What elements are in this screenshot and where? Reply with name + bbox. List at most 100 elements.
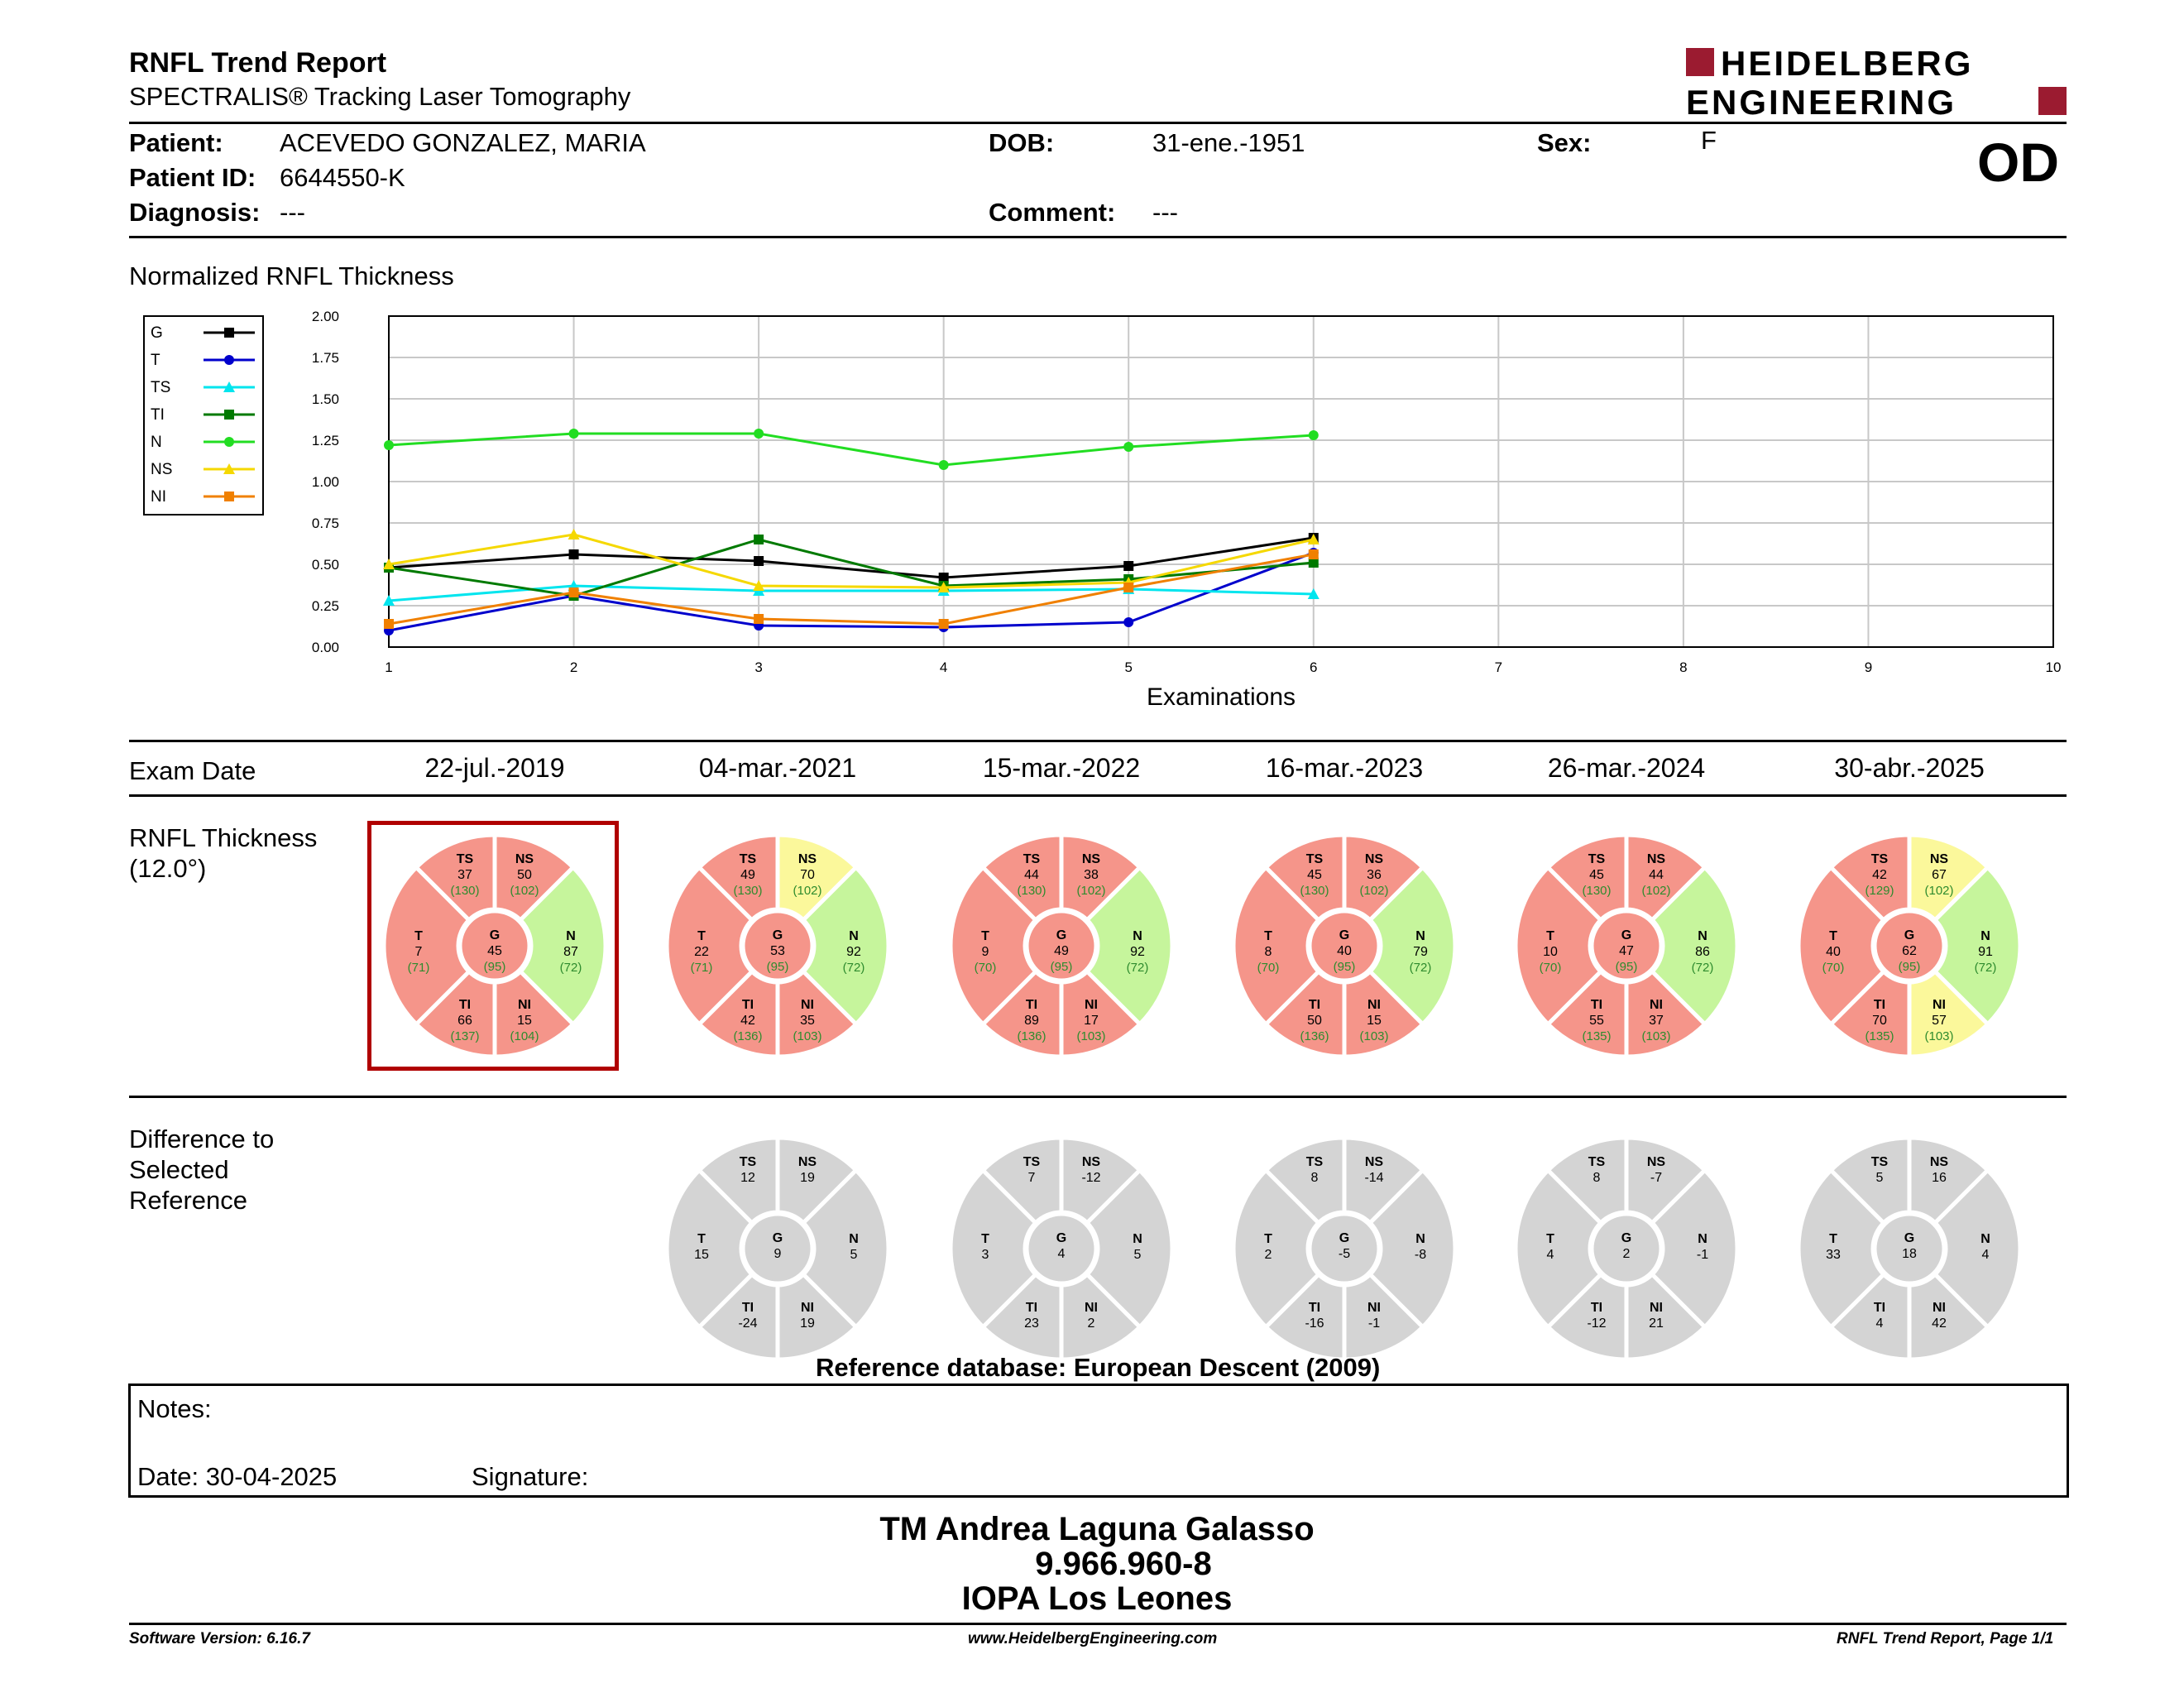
data-point-n bbox=[1123, 442, 1134, 452]
sector-value: 40 bbox=[1826, 945, 1841, 959]
x-tick-label: 1 bbox=[385, 659, 392, 675]
sector-value: 92 bbox=[1130, 945, 1145, 959]
sector-label: N bbox=[566, 929, 576, 943]
sector-value: 42 bbox=[740, 1014, 755, 1028]
diagnosis-label: Diagnosis: bbox=[129, 198, 261, 227]
divider bbox=[129, 1623, 2067, 1625]
sector-label: TS bbox=[1871, 1155, 1889, 1169]
sector-reference: (70) bbox=[1257, 961, 1280, 975]
sector-label: NI bbox=[1650, 998, 1663, 1012]
sector-reference: (72) bbox=[1127, 961, 1149, 975]
comment-value: --- bbox=[1152, 198, 1178, 227]
sector-reference: (102) bbox=[1641, 884, 1670, 898]
sector-reference: (72) bbox=[843, 961, 865, 975]
sector-label: G bbox=[1339, 1231, 1349, 1245]
sector-difference: -12 bbox=[1587, 1316, 1606, 1331]
divider bbox=[129, 740, 2067, 742]
y-tick-label: 0.75 bbox=[312, 516, 339, 531]
sector-reference: (70) bbox=[1540, 961, 1562, 975]
sector-reference: (102) bbox=[793, 884, 821, 898]
sector-value: 50 bbox=[517, 868, 532, 882]
sector-label: G bbox=[490, 928, 500, 942]
sector-g bbox=[1024, 1211, 1099, 1286]
sector-reference: (135) bbox=[1865, 1029, 1894, 1043]
sector-reference: (95) bbox=[1334, 960, 1356, 974]
difference-sector-map: NS -14 N -8 NI-1 TI-16 T 2 TS 8 G -5 bbox=[1231, 1135, 1458, 1362]
data-point-ts bbox=[1307, 588, 1320, 599]
sector-difference: 21 bbox=[1649, 1316, 1664, 1331]
y-tick-label: 1.25 bbox=[312, 433, 339, 448]
sector-reference: (136) bbox=[733, 1029, 762, 1043]
sector-difference: 2 bbox=[1088, 1316, 1095, 1331]
sector-difference: -8 bbox=[1415, 1248, 1426, 1262]
sector-reference: (102) bbox=[1076, 884, 1105, 898]
sector-label: N bbox=[1133, 929, 1142, 943]
data-point-ns bbox=[568, 529, 580, 539]
sector-reference: (137) bbox=[450, 1029, 479, 1043]
rnfl-sector-map: NS 70 (102) N 92 (72) NI 35(103) TI 42(136) T 22 (71… bbox=[664, 832, 891, 1059]
sector-reference: (95) bbox=[1051, 960, 1073, 974]
sector-value: 38 bbox=[1084, 868, 1099, 882]
sector-difference: -24 bbox=[738, 1316, 757, 1331]
sector-value: 49 bbox=[1054, 944, 1069, 958]
sector-label: TS bbox=[457, 852, 474, 866]
sector-label: NI bbox=[801, 1301, 814, 1315]
data-point-ti bbox=[1308, 558, 1319, 568]
sector-label: NI bbox=[1085, 998, 1098, 1012]
series-line-g bbox=[388, 536, 1315, 579]
sector-label: N bbox=[1698, 1232, 1707, 1246]
sector-value: 37 bbox=[1649, 1014, 1664, 1028]
diff-label-1: Difference to bbox=[129, 1125, 275, 1153]
sector-reference: (72) bbox=[1410, 961, 1432, 975]
sector-label: TS bbox=[1588, 852, 1606, 866]
chart-title: Normalized RNFL Thickness bbox=[129, 261, 454, 290]
comment-label: Comment: bbox=[989, 198, 1116, 227]
sector-label: TS bbox=[740, 1155, 757, 1169]
sector-label: NS bbox=[1647, 852, 1666, 866]
sector-label: T bbox=[1264, 929, 1272, 943]
data-point-ns bbox=[753, 580, 765, 591]
sector-value: 47 bbox=[1619, 944, 1634, 958]
sector-difference: 19 bbox=[800, 1171, 815, 1185]
signature-name: TM Andrea Laguna Galasso bbox=[879, 1511, 1315, 1547]
sector-difference: 4 bbox=[1058, 1247, 1066, 1261]
sector-reference: (130) bbox=[1300, 884, 1329, 898]
sector-label: NS bbox=[1930, 852, 1949, 866]
sector-g bbox=[740, 1211, 815, 1286]
sector-value: 22 bbox=[694, 945, 709, 959]
sector-value: 50 bbox=[1307, 1014, 1322, 1028]
sector-label: NS bbox=[1647, 1155, 1666, 1169]
exam-date: 16-mar.-2023 bbox=[1265, 753, 1424, 783]
sector-value: 62 bbox=[1902, 944, 1917, 958]
sector-difference: 19 bbox=[800, 1316, 815, 1331]
sector-label: TI bbox=[459, 998, 471, 1012]
rnfl-thickness-angle: (12.0°) bbox=[129, 854, 207, 883]
sector-label: G bbox=[1904, 1231, 1914, 1245]
sector-difference: 5 bbox=[1876, 1171, 1884, 1185]
sector-label: G bbox=[1056, 928, 1066, 942]
diagnosis-value: --- bbox=[280, 198, 305, 227]
chart-legend: GT TS TI N NS NI bbox=[143, 315, 264, 516]
sector-label: NS bbox=[1365, 1155, 1384, 1169]
sector-label: NS bbox=[1082, 852, 1101, 866]
sector-label: NI bbox=[1367, 998, 1381, 1012]
sector-label: NS bbox=[798, 852, 817, 866]
selected-reference-frame[interactable] bbox=[367, 821, 619, 1071]
website-link[interactable]: www.HeidelbergEngineering.com bbox=[968, 1630, 1218, 1647]
software-version: Software Version: 6.16.7 bbox=[129, 1630, 310, 1647]
data-point-ns bbox=[1307, 534, 1320, 544]
sector-label: N bbox=[849, 1232, 859, 1246]
sex-value: F bbox=[1701, 126, 1717, 155]
sector-label: TS bbox=[1023, 852, 1041, 866]
sector-reference: (103) bbox=[1924, 1029, 1953, 1043]
sector-reference: (135) bbox=[1582, 1029, 1611, 1043]
x-tick-label: 5 bbox=[1124, 659, 1132, 675]
sector-label: T bbox=[1264, 1232, 1272, 1246]
x-tick-label: 8 bbox=[1679, 659, 1687, 675]
divider bbox=[129, 122, 2067, 124]
sector-value: 8 bbox=[1265, 945, 1272, 959]
sector-difference: -7 bbox=[1650, 1171, 1662, 1185]
sector-difference: 18 bbox=[1902, 1247, 1917, 1261]
sector-g bbox=[457, 909, 532, 983]
sector-value: 36 bbox=[1367, 868, 1382, 882]
